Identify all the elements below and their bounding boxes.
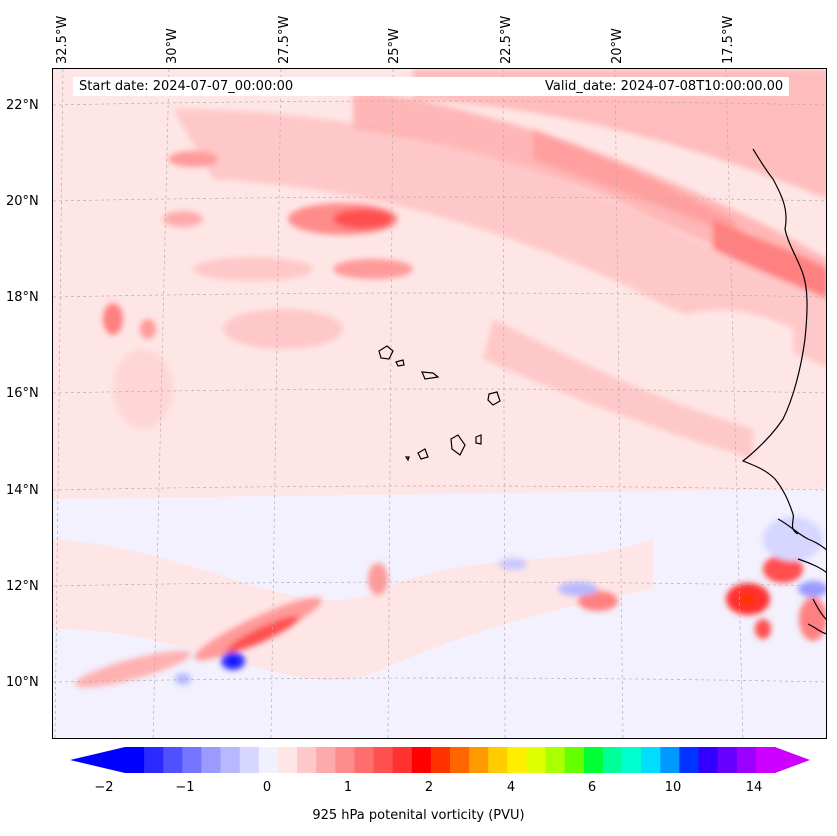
colorbar-cell: [163, 747, 183, 773]
lon-label-25w: 25°W: [387, 28, 402, 64]
colorbar-cell: [755, 747, 776, 773]
lat-label-16n: 16°N: [6, 386, 39, 401]
colorbar-cell: [430, 747, 451, 773]
start-date-label: Start date: 2024-07-07_00:00:00: [73, 77, 551, 96]
colorbar-cell: [717, 747, 738, 773]
colorbar-tick-0: 0: [262, 780, 272, 795]
pv-band-south: [53, 539, 653, 681]
lat-label-12n: 12°N: [6, 579, 39, 594]
colorbar-cell: [297, 747, 317, 773]
colorbar-cell: [679, 747, 700, 773]
colorbar-extend-high: [775, 747, 810, 773]
colorbar-extend-low: [70, 747, 125, 773]
lon-label-27-5w: 27.5°W: [277, 15, 292, 64]
colorbar-cell: [660, 747, 680, 773]
colorbar-cell: [316, 747, 336, 773]
lon-label-17-5w: 17.5°W: [721, 15, 736, 64]
colorbar-cell: [335, 747, 355, 773]
pv-field-map: [53, 69, 826, 738]
pv-features-south: [74, 517, 826, 688]
colorbar-cell: [564, 747, 585, 773]
colorbar-cells: [125, 747, 776, 773]
colorbar-tick-14: 14: [745, 780, 763, 795]
colorbar-cell: [450, 747, 470, 773]
lat-label-14n: 14°N: [6, 483, 39, 498]
colorbar-cell: [622, 747, 642, 773]
colorbar: [70, 747, 810, 773]
map-panel: Start date: 2024-07-07_00:00:00 Valid_da…: [52, 68, 827, 739]
colorbar-label: 925 hPa potenital vorticity (PVU): [312, 808, 525, 823]
valid-date-label: Valid_date: 2024-07-08T10:00:00.00: [539, 77, 790, 96]
colorbar-tick-minus1: −1: [175, 780, 195, 795]
colorbar-cell: [354, 747, 375, 773]
colorbar-cell: [182, 747, 202, 773]
colorbar-cell: [239, 747, 260, 773]
coastline: [741, 148, 826, 635]
lon-label-20w: 20°W: [610, 28, 625, 64]
lat-label-20n: 20°N: [6, 194, 39, 209]
colorbar-cell: [258, 747, 279, 773]
colorbar-cell: [411, 747, 432, 773]
colorbar-cell: [201, 747, 222, 773]
colorbar-tick-6: 6: [587, 780, 597, 795]
lat-label-22n: 22°N: [6, 98, 39, 113]
colorbar-cell: [641, 747, 661, 773]
lon-label-30w: 30°W: [165, 28, 180, 64]
colorbar-tick-4: 4: [506, 780, 516, 795]
colorbar-cell: [545, 747, 566, 773]
colorbar-cell: [583, 747, 604, 773]
colorbar-cell: [277, 747, 298, 773]
pv-speckles-northwest: [103, 151, 413, 429]
colorbar-cell: [373, 747, 394, 773]
colorbar-cell: [220, 747, 241, 773]
lon-label-32-5w: 32.5°W: [55, 15, 70, 64]
colorbar-cell: [526, 747, 547, 773]
colorbar-cell: [144, 747, 164, 773]
graticule: [53, 69, 826, 738]
colorbar-cell: [698, 747, 719, 773]
lat-label-18n: 18°N: [6, 290, 39, 305]
colorbar-tick-2: 2: [424, 780, 434, 795]
lon-label-22-5w: 22.5°W: [499, 15, 514, 64]
colorbar-cell: [736, 747, 757, 773]
colorbar-cell: [125, 747, 145, 773]
cape-verde-islands: [378, 345, 501, 462]
colorbar-cell: [392, 747, 413, 773]
lat-label-10n: 10°N: [6, 675, 39, 690]
colorbar-tick-1: 1: [343, 780, 353, 795]
colorbar-tick-minus2: −2: [94, 780, 114, 795]
colorbar-cell: [488, 747, 508, 773]
colorbar-tick-10: 10: [664, 780, 682, 795]
colorbar-cell: [469, 747, 489, 773]
colorbar-cell: [602, 747, 623, 773]
colorbar-cell: [507, 747, 527, 773]
